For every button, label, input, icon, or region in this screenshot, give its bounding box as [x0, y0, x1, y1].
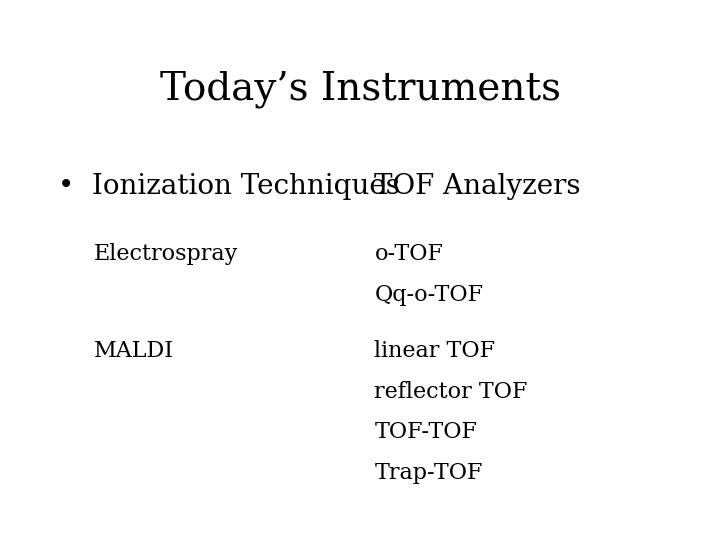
- Text: Today’s Instruments: Today’s Instruments: [160, 70, 560, 107]
- Text: linear TOF: linear TOF: [374, 340, 495, 362]
- Text: o-TOF: o-TOF: [374, 243, 444, 265]
- Text: •  Ionization Techniques: • Ionization Techniques: [58, 173, 400, 200]
- Text: reflector TOF: reflector TOF: [374, 381, 528, 403]
- Text: Qq-o-TOF: Qq-o-TOF: [374, 284, 483, 306]
- Text: TOF-TOF: TOF-TOF: [374, 421, 477, 443]
- Text: TOF Analyzers: TOF Analyzers: [374, 173, 581, 200]
- Text: Electrospray: Electrospray: [94, 243, 238, 265]
- Text: Trap-TOF: Trap-TOF: [374, 462, 483, 484]
- Text: MALDI: MALDI: [94, 340, 174, 362]
